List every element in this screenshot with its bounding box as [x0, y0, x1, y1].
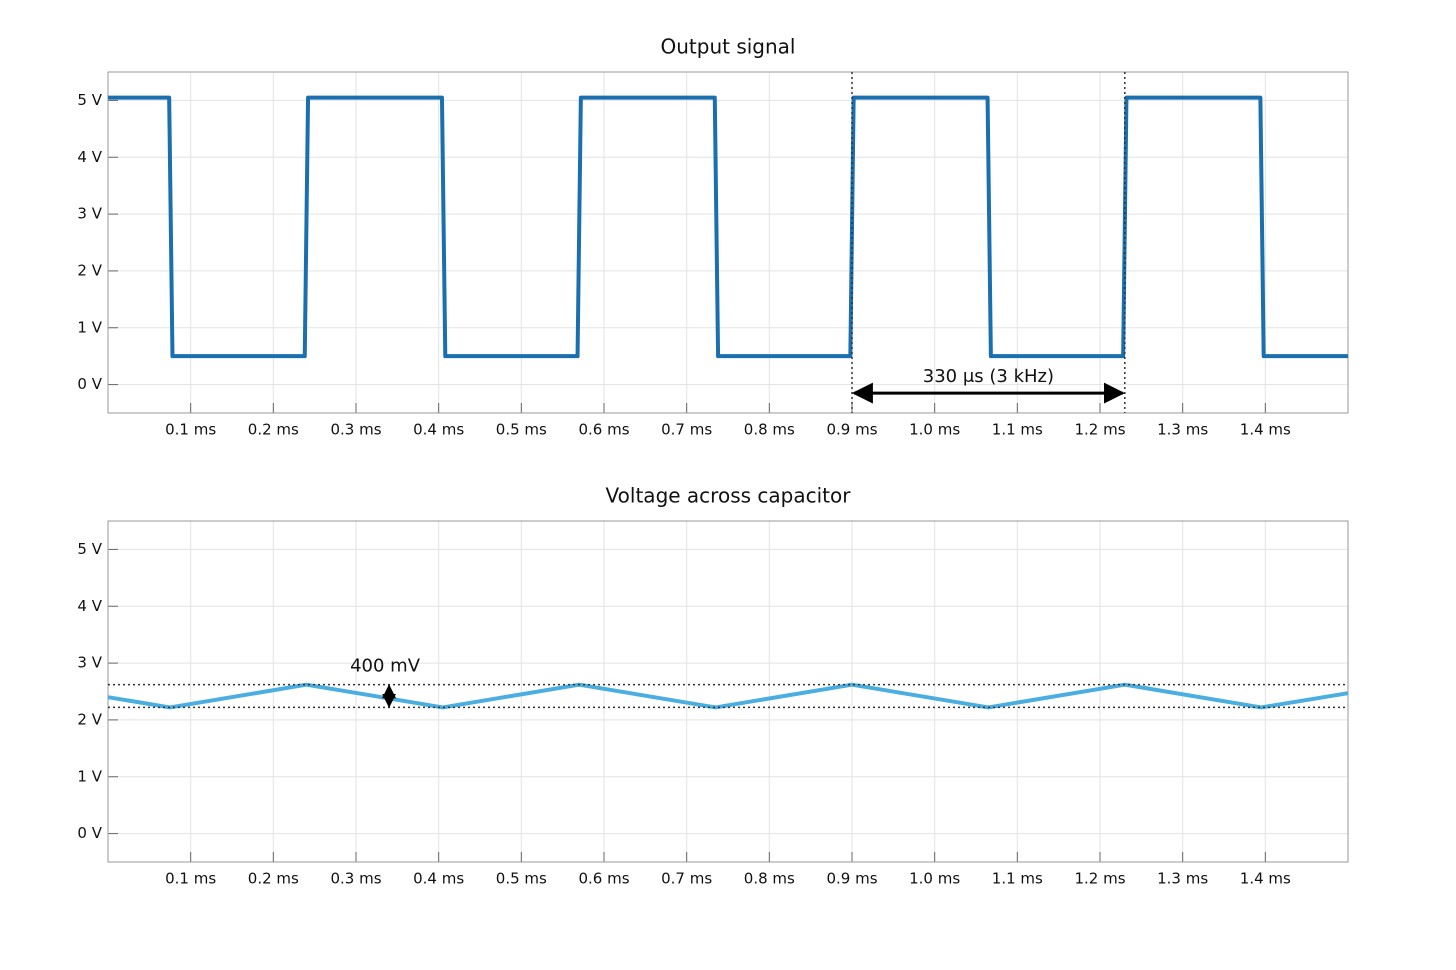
plot-frame: [107, 71, 1349, 414]
y-tick-label: 1 V: [77, 318, 102, 336]
x-tick-label: 0.3 ms: [330, 421, 381, 439]
x-tick-label: 1.4 ms: [1240, 870, 1291, 888]
x-tick-label: 0.9 ms: [826, 421, 877, 439]
y-tick-label: 4 V: [77, 597, 102, 615]
annotation-label: 400 mV: [350, 656, 421, 677]
x-tick-label: 0.4 ms: [413, 870, 464, 888]
x-tick-label: 0.4 ms: [413, 421, 464, 439]
signal-line: [107, 682, 1349, 710]
y-tick-label: 5 V: [77, 91, 102, 109]
x-tick-label: 1.2 ms: [1074, 870, 1125, 888]
y-tick-label: 2 V: [77, 261, 102, 279]
y-tick-label: 0 V: [77, 824, 102, 842]
y-tick-label: 5 V: [77, 540, 102, 558]
x-tick-label: 0.6 ms: [578, 421, 629, 439]
chart-title: Voltage across capacitor: [606, 484, 852, 508]
x-tick-label: 0.8 ms: [744, 870, 795, 888]
x-tick-label: 0.9 ms: [826, 870, 877, 888]
y-tick-label: 3 V: [77, 205, 102, 223]
signal-line: [108, 95, 1348, 359]
x-tick-label: 0.5 ms: [496, 870, 547, 888]
y-tick-label: 0 V: [77, 375, 102, 393]
x-tick-label: 0.7 ms: [661, 870, 712, 888]
x-tick-label: 0.2 ms: [248, 870, 299, 888]
x-tick-label: 1.2 ms: [1074, 421, 1125, 439]
x-tick-label: 0.6 ms: [578, 870, 629, 888]
x-tick-label: 1.0 ms: [909, 870, 960, 888]
x-tick-label: 0.1 ms: [165, 870, 216, 888]
chart-title: Output signal: [661, 35, 796, 59]
y-tick-label: 1 V: [77, 767, 102, 785]
x-tick-label: 1.1 ms: [992, 870, 1043, 888]
x-tick-label: 1.3 ms: [1157, 870, 1208, 888]
plot-frame: [107, 520, 1349, 863]
x-tick-label: 0.5 ms: [496, 421, 547, 439]
x-tick-label: 1.0 ms: [909, 421, 960, 439]
x-tick-label: 0.7 ms: [661, 421, 712, 439]
x-tick-label: 0.1 ms: [165, 421, 216, 439]
x-tick-label: 1.4 ms: [1240, 421, 1291, 439]
x-tick-label: 0.3 ms: [330, 870, 381, 888]
x-tick-label: 1.1 ms: [992, 421, 1043, 439]
y-tick-label: 3 V: [77, 654, 102, 672]
y-tick-label: 4 V: [77, 148, 102, 166]
x-tick-label: 0.2 ms: [248, 421, 299, 439]
y-tick-label: 2 V: [77, 710, 102, 728]
x-tick-label: 1.3 ms: [1157, 421, 1208, 439]
x-tick-label: 0.8 ms: [744, 421, 795, 439]
annotation-label: 330 μs (3 kHz): [923, 366, 1054, 387]
